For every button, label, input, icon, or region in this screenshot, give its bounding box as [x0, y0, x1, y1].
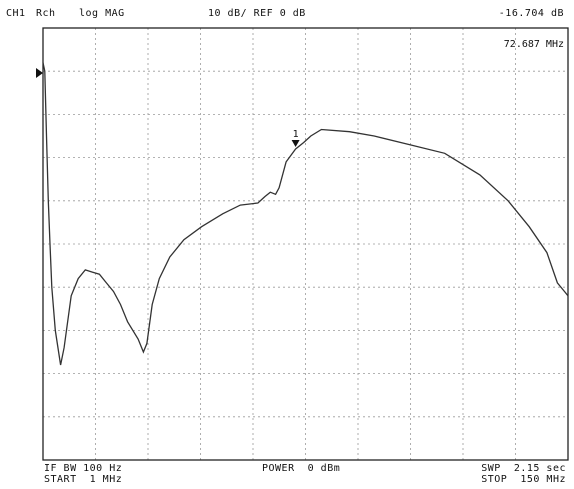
- sweep-time-label: SWP 2.15 sec: [481, 463, 566, 474]
- start-frequency-label: START 1 MHz: [44, 474, 123, 485]
- if-bandwidth-label: IF BW 100 Hz: [44, 463, 123, 474]
- marker-frequency-readout: 72.687 MHz: [504, 39, 564, 50]
- stop-frequency-label: STOP 150 MHz: [481, 474, 566, 485]
- marker-value-readout: -16.704 dB: [498, 8, 564, 19]
- power-label: POWER 0 dBm: [262, 463, 341, 474]
- measurement-trace: [42, 62, 569, 366]
- reference-level-pointer-icon: [36, 68, 43, 78]
- scale-ref-label: 10 dB/ REF 0 dB: [208, 8, 306, 19]
- graticule: [43, 28, 568, 460]
- parameter-label: Rch: [36, 8, 56, 19]
- format-label: log MAG: [79, 8, 125, 19]
- channel-label: CH1: [6, 8, 26, 19]
- marker-triangle-icon: [291, 139, 300, 147]
- marker-number-label: 1: [293, 129, 299, 140]
- plot-border: [42, 27, 569, 461]
